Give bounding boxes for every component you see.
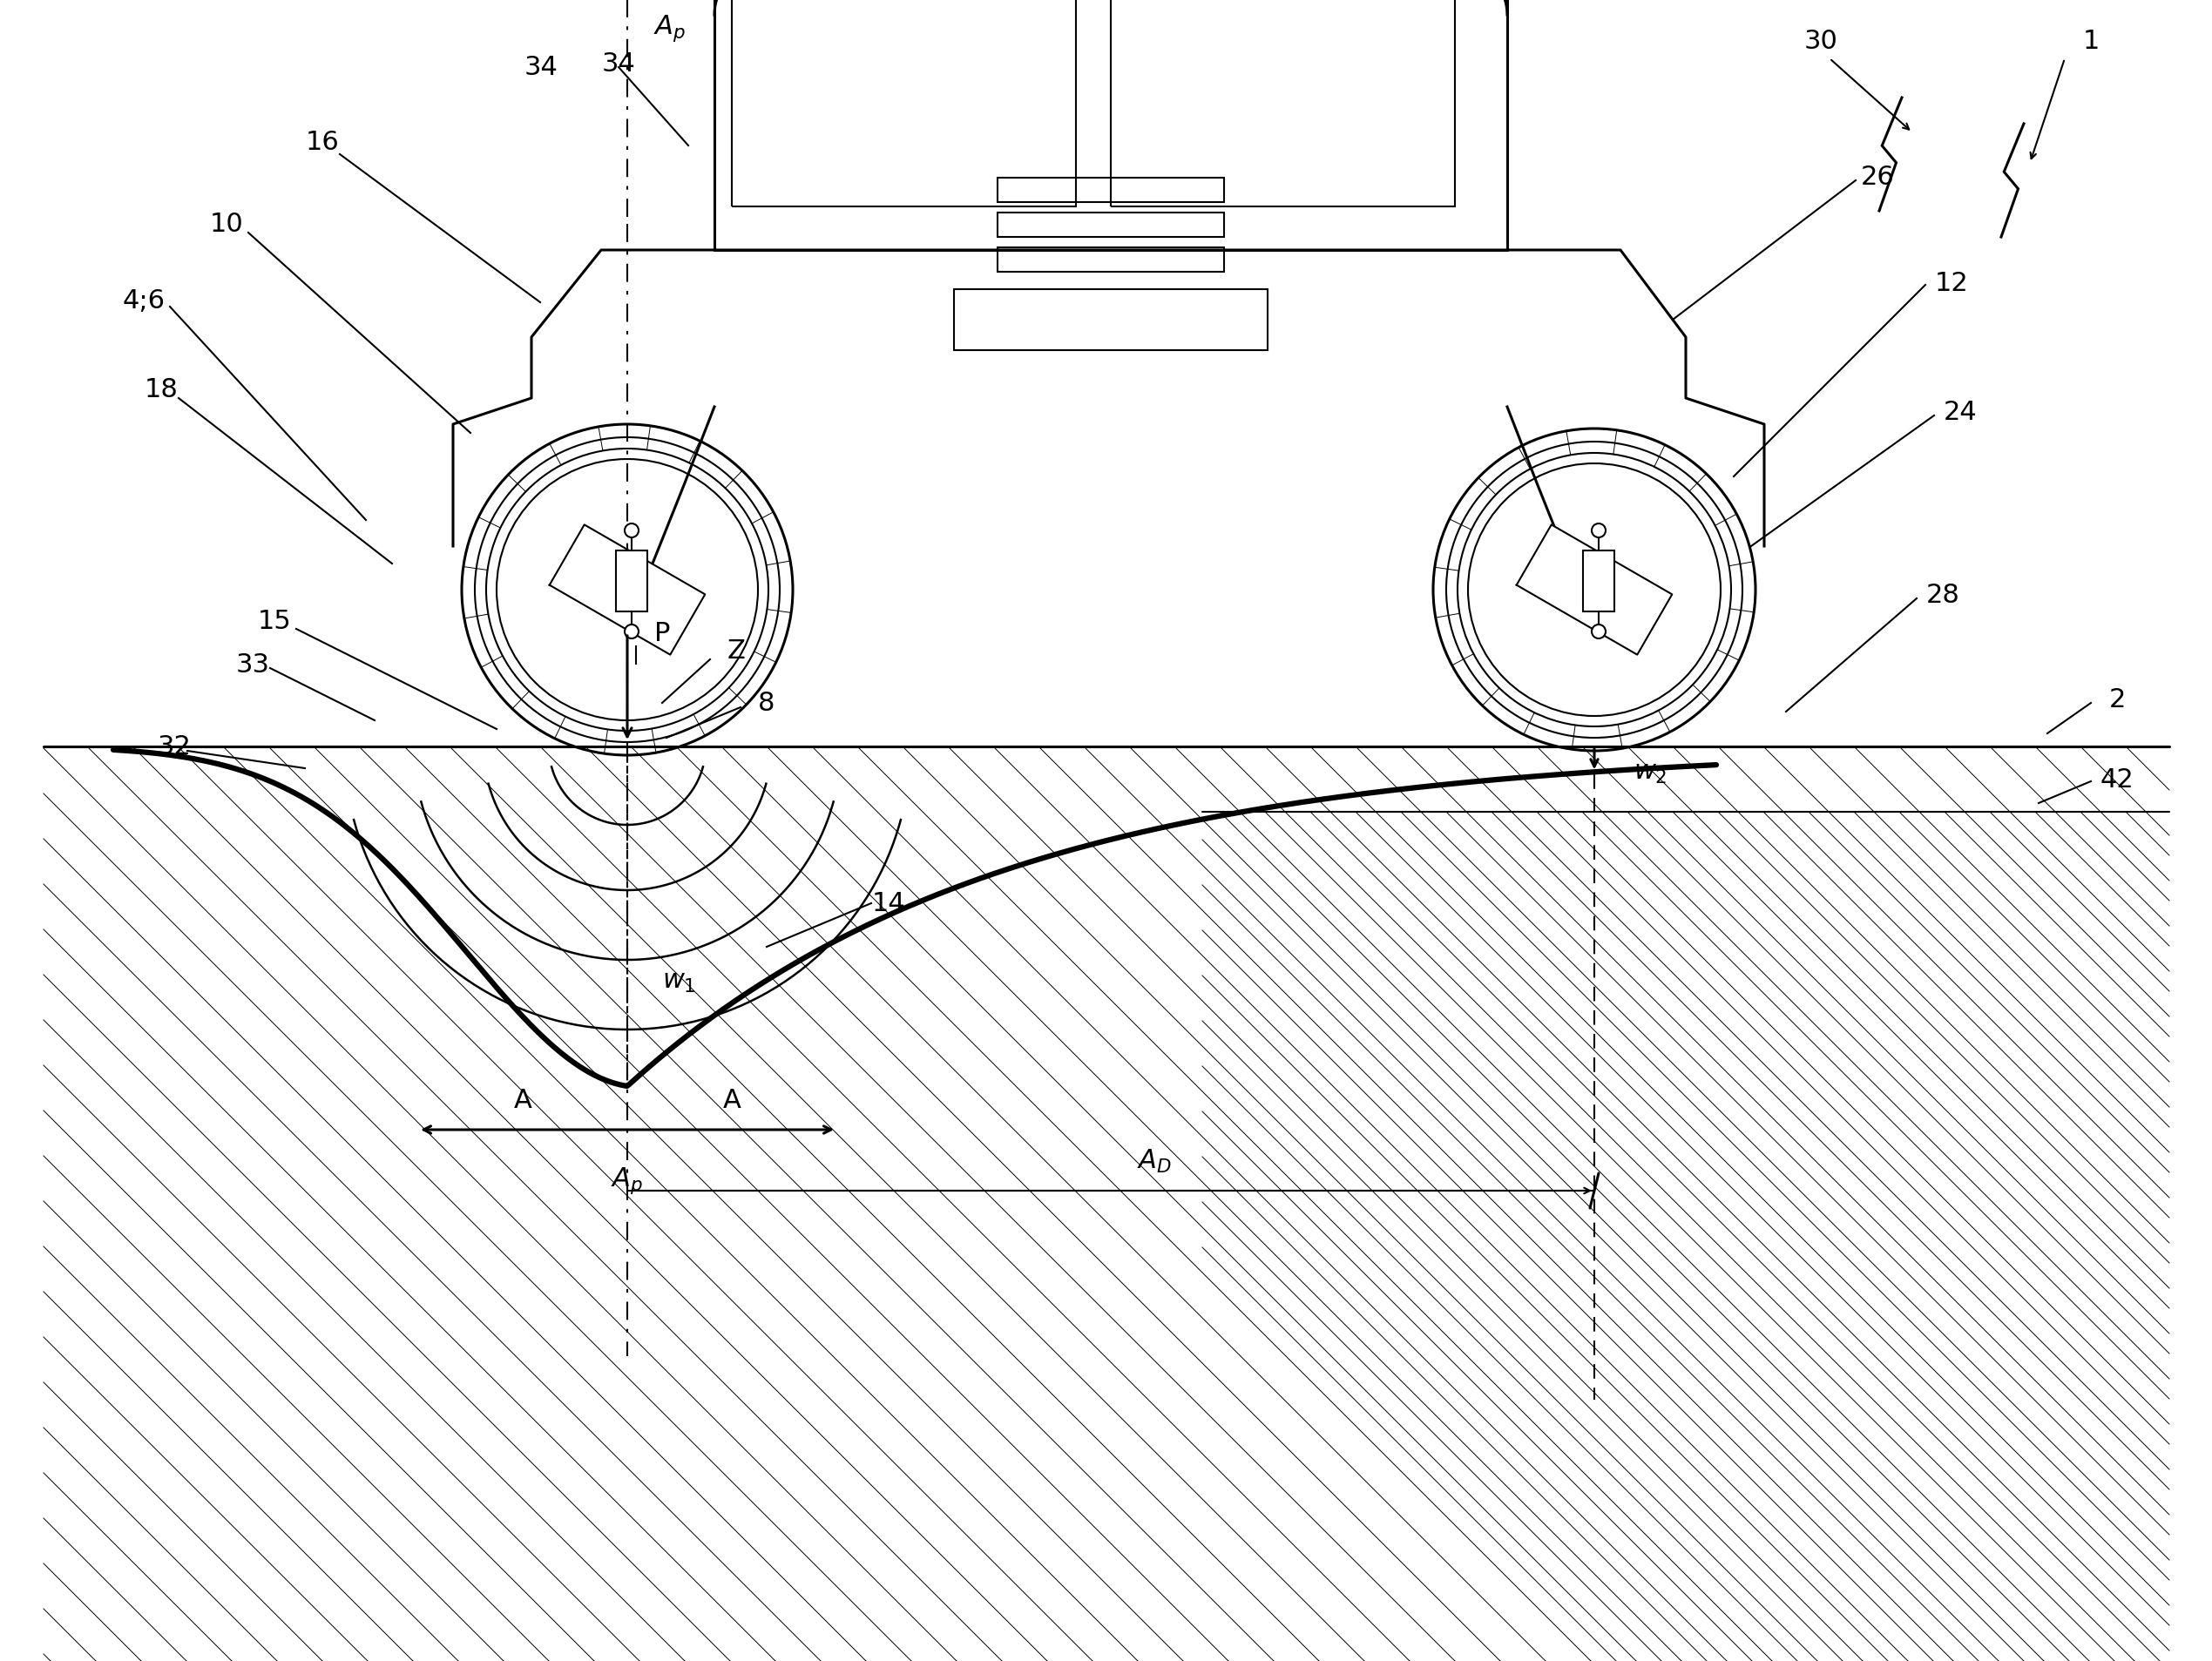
Bar xyxy=(953,291,1267,350)
Text: 8: 8 xyxy=(759,691,774,716)
Text: 18: 18 xyxy=(144,377,179,402)
Bar xyxy=(732,0,1075,208)
Text: 2: 2 xyxy=(2108,686,2126,711)
Text: 34: 34 xyxy=(524,55,557,80)
Text: Z: Z xyxy=(728,638,745,664)
Text: 24: 24 xyxy=(1944,399,1978,425)
Circle shape xyxy=(624,525,639,538)
Bar xyxy=(1584,551,1615,611)
Polygon shape xyxy=(44,747,2170,1661)
Text: 33: 33 xyxy=(237,651,270,676)
Text: 42: 42 xyxy=(2099,767,2135,792)
Circle shape xyxy=(624,625,639,639)
Text: 16: 16 xyxy=(305,130,338,154)
Bar xyxy=(998,178,1223,203)
Circle shape xyxy=(1593,625,1606,639)
Text: 10: 10 xyxy=(210,213,243,238)
Text: $A_p$: $A_p$ xyxy=(653,13,686,43)
Bar xyxy=(615,551,648,611)
Bar xyxy=(1110,0,1455,208)
Text: 26: 26 xyxy=(1860,164,1893,189)
Circle shape xyxy=(1593,525,1606,538)
Text: 12: 12 xyxy=(1936,271,1969,296)
Text: A: A xyxy=(723,1086,741,1113)
Text: $A_p$: $A_p$ xyxy=(611,1164,644,1196)
Text: $w_2$: $w_2$ xyxy=(1632,761,1668,786)
Text: P: P xyxy=(655,621,670,646)
Text: 28: 28 xyxy=(1927,581,1960,608)
Text: 1: 1 xyxy=(2081,30,2099,55)
Text: 32: 32 xyxy=(157,734,190,759)
Bar xyxy=(998,247,1223,272)
Bar xyxy=(998,213,1223,238)
Text: 34: 34 xyxy=(602,51,635,76)
Text: $A_D$: $A_D$ xyxy=(1137,1146,1172,1174)
Text: 15: 15 xyxy=(257,608,292,633)
Text: $w_1$: $w_1$ xyxy=(661,970,697,995)
Text: 14: 14 xyxy=(872,890,905,917)
Text: A: A xyxy=(513,1086,531,1113)
Polygon shape xyxy=(549,525,706,654)
Text: 30: 30 xyxy=(1805,30,1838,55)
Text: 4;6: 4;6 xyxy=(122,287,166,312)
Polygon shape xyxy=(1517,525,1672,654)
